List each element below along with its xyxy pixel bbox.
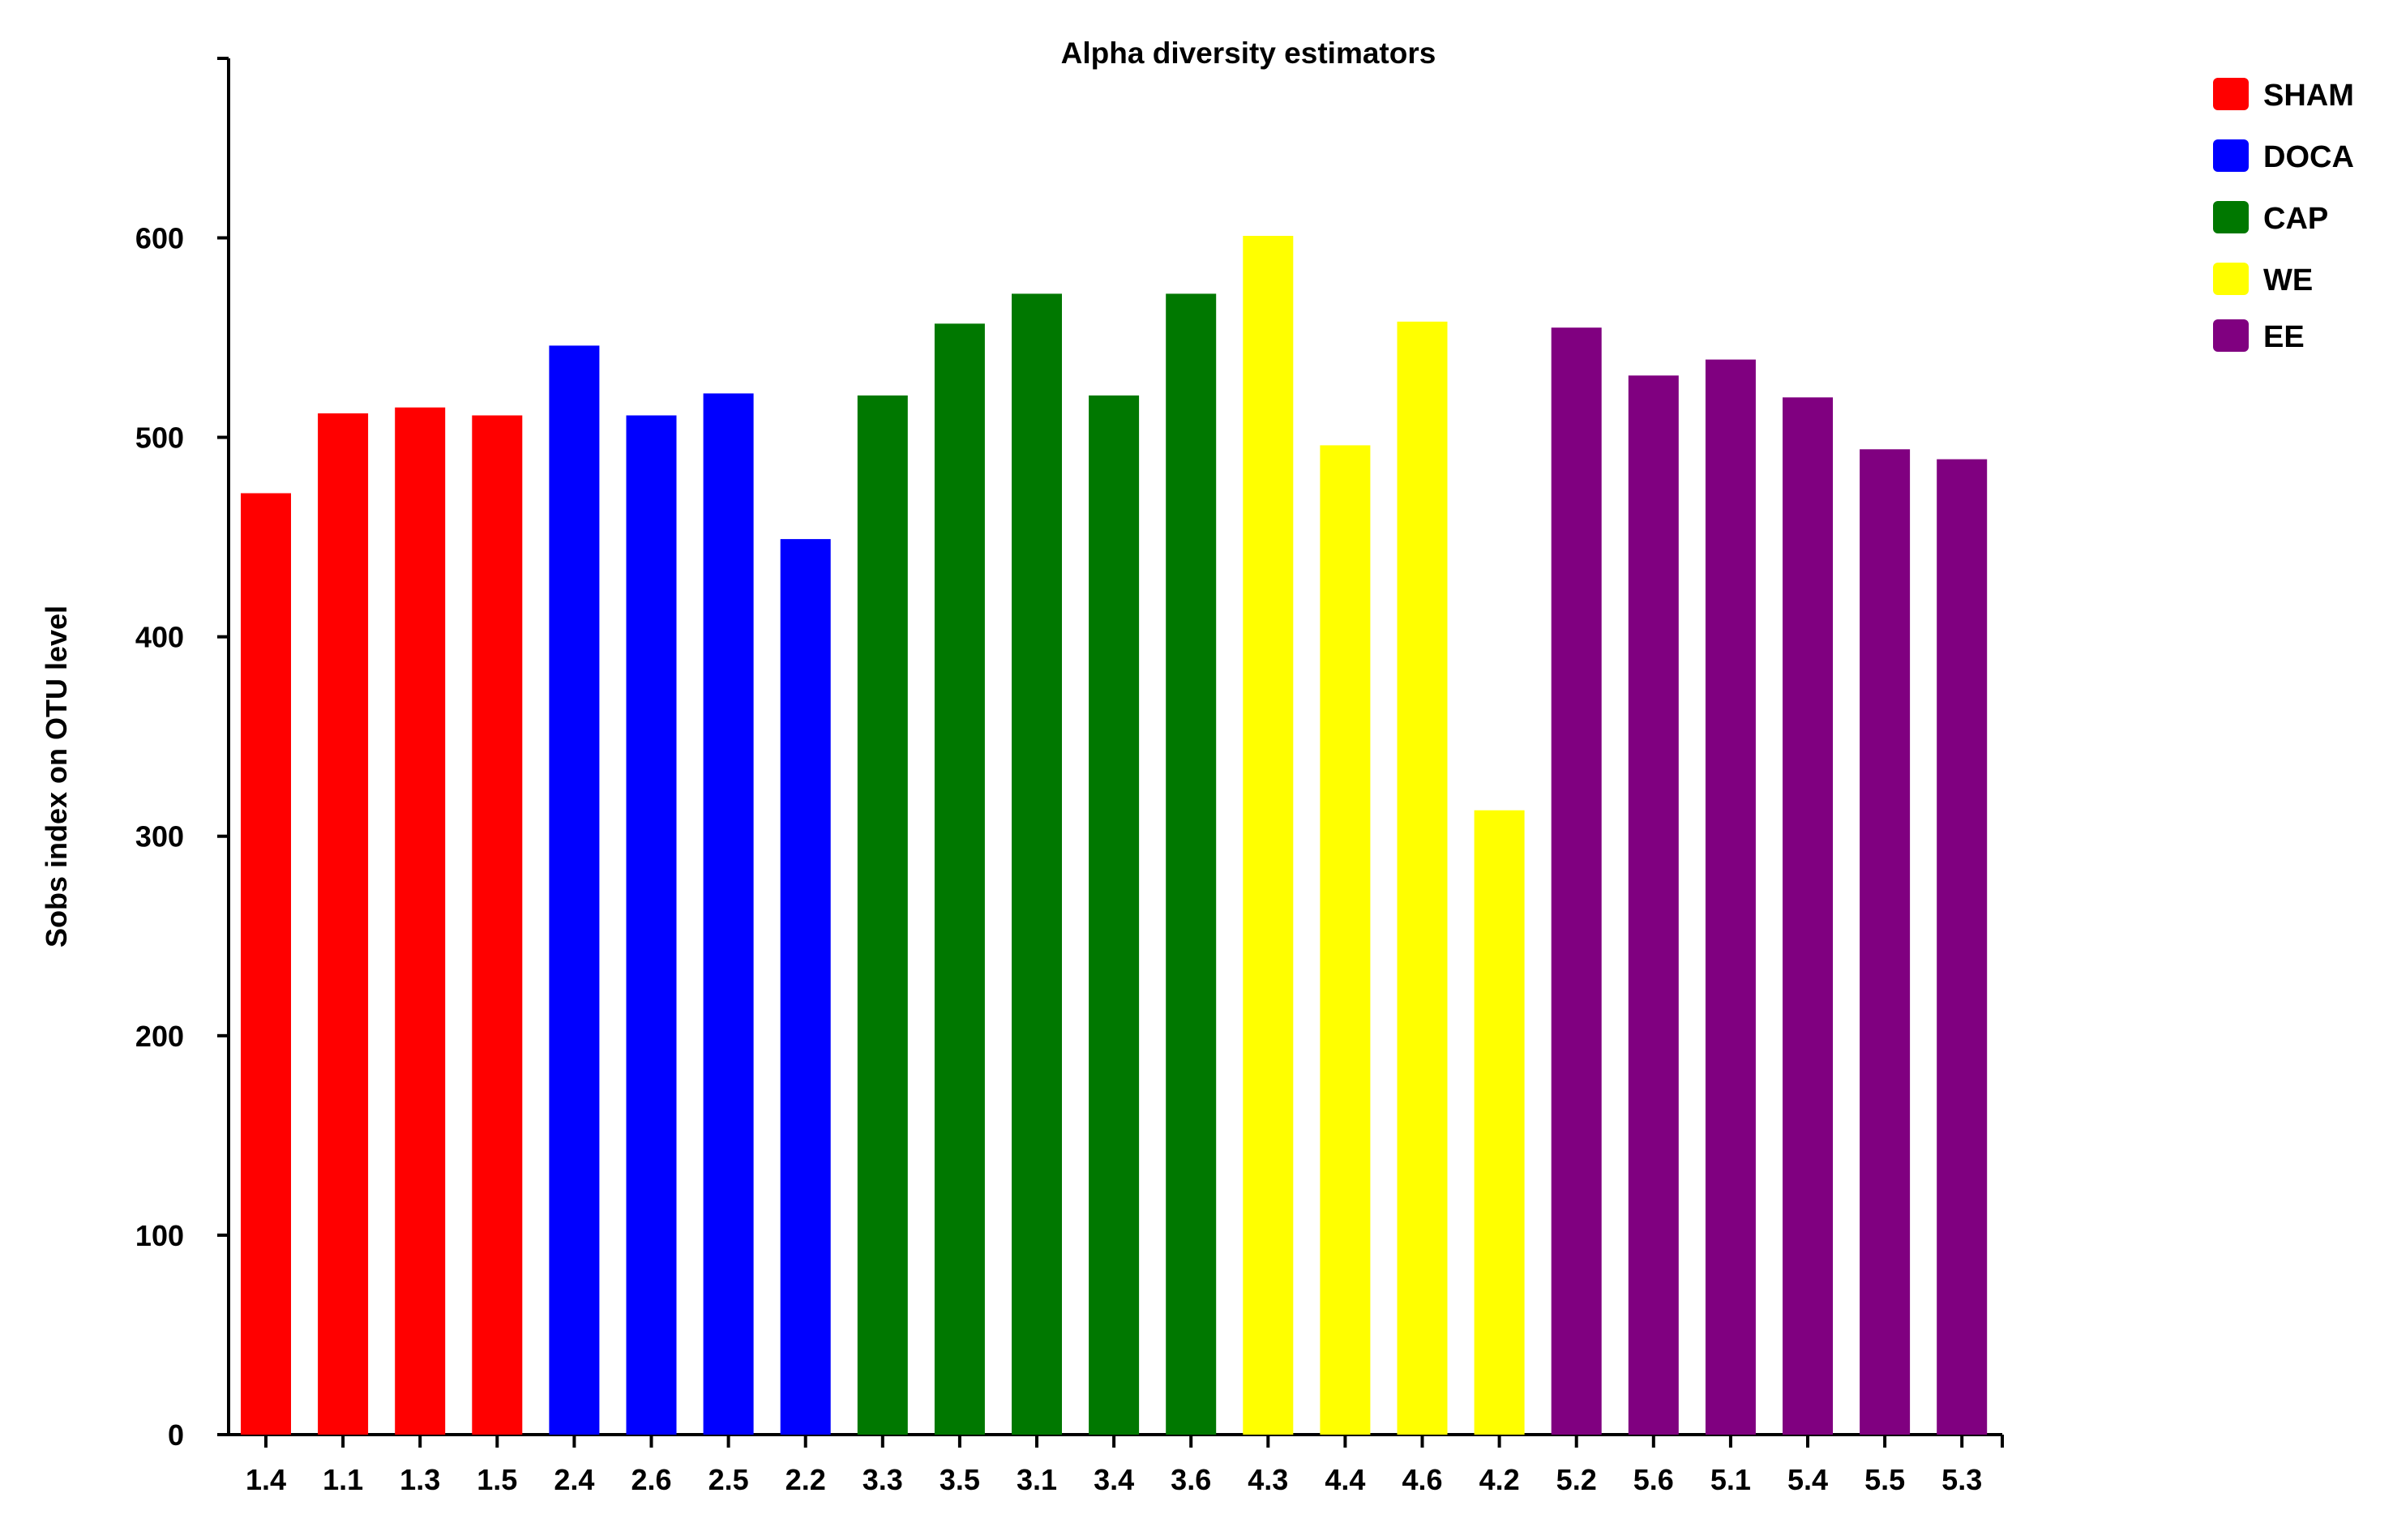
- x-tick-label: 1.1: [323, 1463, 363, 1496]
- x-tick-label: 5.2: [1556, 1463, 1597, 1496]
- chart-title: Alpha diversity estimators: [1061, 36, 1436, 70]
- bar-2.2: [780, 539, 831, 1435]
- legend-swatch-ee: [2213, 319, 2249, 352]
- legend-swatch-sham: [2213, 78, 2249, 110]
- y-tick-label: 300: [135, 820, 184, 853]
- bar-1.4: [241, 493, 291, 1435]
- x-tick-label: 2.2: [786, 1463, 826, 1496]
- bar-1.1: [318, 413, 369, 1435]
- bar-4.4: [1320, 445, 1371, 1435]
- x-tick-label: 3.3: [863, 1463, 903, 1496]
- x-tick-label: 2.4: [554, 1463, 594, 1496]
- bar-3.1: [1012, 293, 1062, 1435]
- bar-5.1: [1705, 359, 1756, 1435]
- plot-area: 0 100 200 300 400 500 600 1.4 1.1 1.3 1.5 2.4 2.6 2.5…: [135, 57, 2004, 1496]
- x-tick-label: 5.3: [1941, 1463, 1982, 1496]
- x-tick-label: 4.6: [1402, 1463, 1442, 1496]
- legend-label-ee: EE: [2263, 320, 2305, 354]
- y-tick-label: 0: [168, 1418, 184, 1452]
- x-tick-label: 3.1: [1017, 1463, 1057, 1496]
- x-tick-label: 5.6: [1633, 1463, 1674, 1496]
- legend: SHAM DOCA CAP WE EE: [2213, 78, 2354, 354]
- legend-label-sham: SHAM: [2263, 79, 2354, 113]
- y-axis-title: Sobs index on OTU level: [40, 605, 73, 948]
- bar-1.3: [395, 407, 446, 1435]
- x-tick-label: 4.4: [1325, 1463, 1365, 1496]
- bar-4.6: [1397, 321, 1448, 1435]
- bar-5.2: [1551, 327, 1602, 1435]
- bar-1.5: [472, 415, 523, 1435]
- legend-label-cap: CAP: [2263, 202, 2328, 236]
- x-tick-label: 3.4: [1094, 1463, 1134, 1496]
- bar-2.5: [703, 393, 754, 1435]
- bar-5.5: [1860, 449, 1911, 1435]
- x-tick-label: 4.3: [1248, 1463, 1288, 1496]
- bar-5.6: [1628, 375, 1679, 1435]
- bar-4.3: [1243, 236, 1294, 1435]
- legend-swatch-doca: [2213, 139, 2249, 172]
- x-tick-label: 1.4: [246, 1463, 286, 1496]
- x-tick-label: 1.5: [477, 1463, 517, 1496]
- y-tick-label: 200: [135, 1020, 184, 1053]
- y-tick-label: 400: [135, 621, 184, 654]
- x-tick-label: 3.5: [940, 1463, 980, 1496]
- x-tick-label: 5.4: [1787, 1463, 1828, 1496]
- x-tick-label: 5.1: [1710, 1463, 1751, 1496]
- bar-3.3: [857, 395, 908, 1435]
- x-tick-label: 2.6: [631, 1463, 671, 1496]
- legend-swatch-we: [2213, 263, 2249, 295]
- bar-5.4: [1783, 397, 1833, 1435]
- bar-5.3: [1937, 459, 1988, 1435]
- y-tick-label: 500: [135, 421, 184, 455]
- bar-3.5: [934, 323, 985, 1435]
- bar-2.6: [626, 415, 677, 1435]
- x-tick-label: 4.2: [1479, 1463, 1520, 1496]
- bar-3.4: [1089, 395, 1140, 1435]
- x-tick-label: 3.6: [1171, 1463, 1211, 1496]
- bar-3.6: [1166, 293, 1217, 1435]
- y-tick-label: 100: [135, 1219, 184, 1252]
- y-tick-label: 600: [135, 221, 184, 255]
- legend-label-we: WE: [2263, 263, 2313, 297]
- legend-swatch-cap: [2213, 201, 2249, 233]
- bar-4.2: [1474, 810, 1525, 1435]
- bar-2.4: [549, 345, 600, 1435]
- x-tick-label: 5.5: [1864, 1463, 1905, 1496]
- x-tick-label: 2.5: [708, 1463, 749, 1496]
- x-tick-label: 1.3: [400, 1463, 440, 1496]
- legend-label-doca: DOCA: [2263, 140, 2354, 174]
